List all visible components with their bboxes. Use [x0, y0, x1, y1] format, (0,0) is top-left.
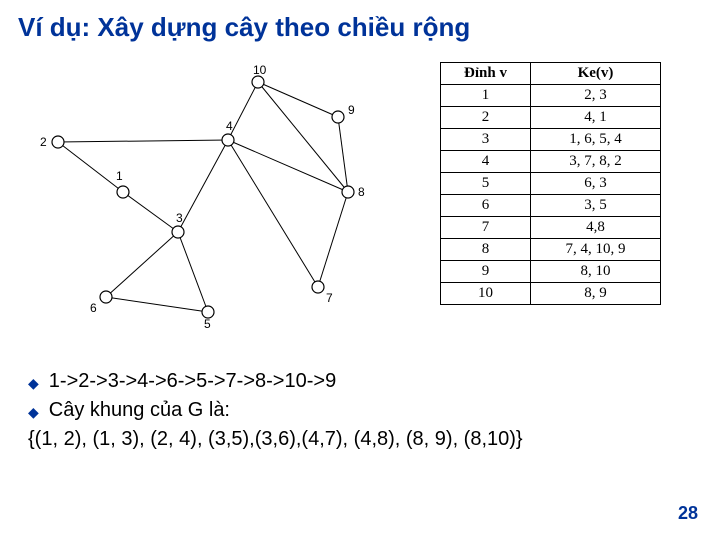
cell-ke: 3, 7, 8, 2 — [531, 151, 661, 173]
table-row: 24, 1 — [441, 107, 661, 129]
table-row: 31, 6, 5, 4 — [441, 129, 661, 151]
graph-node-label: 7 — [326, 291, 333, 305]
cell-ke: 3, 5 — [531, 195, 661, 217]
graph-node-label: 2 — [40, 135, 47, 149]
table-header-row: Đỉnh v Ke(v) — [441, 63, 661, 85]
graph-edge — [258, 82, 348, 192]
graph-node — [222, 134, 234, 146]
graph-node-label: 5 — [204, 317, 211, 331]
graph-node — [332, 111, 344, 123]
table-row: 43, 7, 8, 2 — [441, 151, 661, 173]
table-row: 12, 3 — [441, 85, 661, 107]
bullet-1: ◆ 1->2->3->4->6->5->7->8->10->9 — [28, 370, 688, 393]
graph-node — [312, 281, 324, 293]
graph-node-label: 8 — [358, 185, 365, 199]
cell-vertex: 9 — [441, 261, 531, 283]
graph-edge — [58, 142, 123, 192]
graph-edge — [106, 297, 208, 312]
graph-edge — [228, 140, 318, 287]
page-title: Ví dụ: Xây dựng cây theo chiều rộng — [18, 12, 470, 43]
cell-ke: 1, 6, 5, 4 — [531, 129, 661, 151]
graph-svg: 1 2 3 4 5 6 7 8 9 10 — [28, 62, 398, 332]
graph-edge — [178, 140, 228, 232]
cell-vertex: 8 — [441, 239, 531, 261]
cell-ke: 8, 9 — [531, 283, 661, 305]
cell-ke: 6, 3 — [531, 173, 661, 195]
cell-ke: 4, 1 — [531, 107, 661, 129]
graph-node-label: 9 — [348, 103, 355, 117]
bullet-1-text: 1->2->3->4->6->5->7->8->10->9 — [49, 370, 336, 393]
graph-node-label: 4 — [226, 119, 233, 133]
graph-edge — [258, 82, 338, 117]
adjacency-table: Đỉnh v Ke(v) 12, 324, 131, 6, 5, 443, 7,… — [440, 62, 661, 305]
graph-edge — [178, 232, 208, 312]
graph-node — [117, 186, 129, 198]
graph-node-label: 1 — [116, 169, 123, 183]
graph-node-label: 3 — [176, 211, 183, 225]
cell-vertex: 2 — [441, 107, 531, 129]
graph-edge — [58, 140, 228, 142]
graph-node — [342, 186, 354, 198]
table-row: 108, 9 — [441, 283, 661, 305]
network-graph: 1 2 3 4 5 6 7 8 9 10 — [28, 62, 398, 332]
graph-node — [52, 136, 64, 148]
graph-node — [172, 226, 184, 238]
bullet-marker-icon: ◆ — [28, 375, 39, 392]
bullet-list: ◆ 1->2->3->4->6->5->7->8->10->9 ◆ Cây kh… — [28, 370, 688, 451]
cell-vertex: 5 — [441, 173, 531, 195]
graph-edge — [318, 192, 348, 287]
cell-ke: 8, 10 — [531, 261, 661, 283]
page-number: 28 — [678, 503, 698, 524]
table-row: 87, 4, 10, 9 — [441, 239, 661, 261]
graph-edge — [123, 192, 178, 232]
cell-ke: 2, 3 — [531, 85, 661, 107]
graph-node-label: 10 — [253, 63, 267, 77]
bullet-2-text: Cây khung của G là: — [49, 399, 230, 422]
cell-vertex: 10 — [441, 283, 531, 305]
cell-vertex: 4 — [441, 151, 531, 173]
graph-edge — [338, 117, 348, 192]
cell-ke: 4,8 — [531, 217, 661, 239]
cell-vertex: 7 — [441, 217, 531, 239]
graph-node — [252, 76, 264, 88]
table-row: 63, 5 — [441, 195, 661, 217]
bullet-marker-icon: ◆ — [28, 404, 39, 421]
cell-vertex: 3 — [441, 129, 531, 151]
spanning-tree-set: {(1, 2), (1, 3), (2, 4), (3,5),(3,6),(4,… — [28, 428, 688, 451]
cell-vertex: 6 — [441, 195, 531, 217]
graph-edge — [228, 140, 348, 192]
cell-vertex: 1 — [441, 85, 531, 107]
table-row: 98, 10 — [441, 261, 661, 283]
cell-ke: 7, 4, 10, 9 — [531, 239, 661, 261]
th-vertex: Đỉnh v — [441, 63, 531, 85]
table-row: 56, 3 — [441, 173, 661, 195]
graph-node-label: 6 — [90, 301, 97, 315]
graph-edge — [106, 232, 178, 297]
graph-node — [100, 291, 112, 303]
table-row: 74,8 — [441, 217, 661, 239]
th-ke: Ke(v) — [531, 63, 661, 85]
bullet-2: ◆ Cây khung của G là: — [28, 399, 688, 422]
